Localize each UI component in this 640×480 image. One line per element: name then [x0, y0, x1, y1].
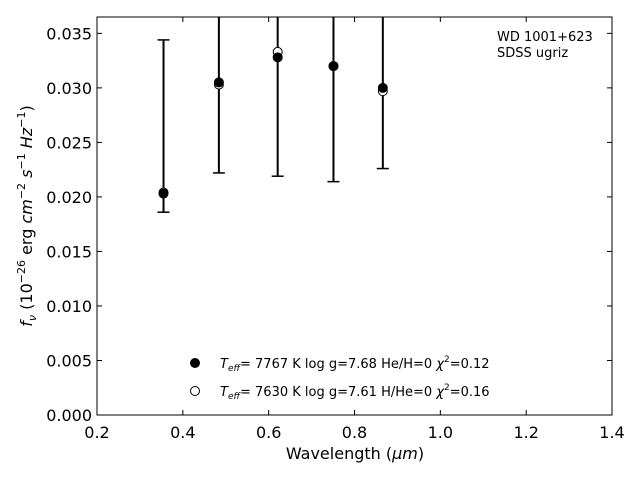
data-point-filled: [272, 52, 283, 63]
y-axis-label: fν (10−26 erg cm−2 s−1 Hz−1): [15, 105, 39, 326]
y-tick-label: 0.015: [46, 242, 92, 261]
x-tick-label: 0.4: [170, 423, 195, 442]
legend-marker-open: [190, 386, 200, 396]
legend: Teff= 7767 K log g=7.68 He/H=0 χ2=0.12 T…: [190, 355, 490, 402]
x-tick-label: 1.4: [599, 423, 624, 442]
data-point-filled: [158, 188, 169, 199]
legend-label-1: Teff= 7630 K log g=7.61 H/He=0 χ2=0.16: [220, 383, 490, 402]
y-tick-label: 0.020: [46, 188, 92, 207]
annotation-object-name: WD 1001+623: [497, 30, 593, 45]
x-tick-label: 0.6: [256, 423, 281, 442]
annotation-photometry: SDSS ugriz: [497, 46, 568, 61]
y-tick-label: 0.025: [46, 133, 92, 152]
x-tick-label: 0.8: [342, 423, 367, 442]
axis-ticks: 0.2 0.4 0.6 0.8 1.0 1.2 1.4 0.000 0.005 0.010 0.01…: [46, 17, 625, 442]
y-tick-label: 0.030: [46, 79, 92, 98]
x-axis-label: Wavelength (μm): [286, 444, 424, 463]
data-point-filled: [377, 82, 388, 93]
x-tick-label: 1.2: [513, 423, 538, 442]
legend-label-0: Teff= 7767 K log g=7.68 He/H=0 χ2=0.12: [220, 355, 490, 374]
data-point-filled: [213, 77, 224, 88]
x-tick-label: 1.0: [428, 423, 453, 442]
data-point-filled: [328, 61, 339, 72]
y-tick-label: 0.005: [46, 351, 92, 370]
plot-area: [157, 17, 389, 213]
x-tick-label: 0.2: [84, 423, 109, 442]
y-tick-label: 0.010: [46, 297, 92, 316]
y-tick-label: 0.035: [46, 24, 92, 43]
legend-marker-filled: [190, 358, 200, 368]
plot-frame: [96, 16, 613, 416]
y-tick-label: 0.000: [46, 406, 92, 425]
